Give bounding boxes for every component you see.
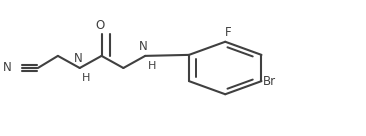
Text: N: N bbox=[3, 61, 12, 75]
Text: H: H bbox=[147, 61, 156, 71]
Text: N: N bbox=[139, 40, 147, 52]
Text: F: F bbox=[225, 26, 231, 39]
Text: O: O bbox=[95, 19, 104, 32]
Text: N: N bbox=[74, 52, 82, 65]
Text: H: H bbox=[82, 73, 90, 83]
Text: Br: Br bbox=[263, 75, 276, 88]
